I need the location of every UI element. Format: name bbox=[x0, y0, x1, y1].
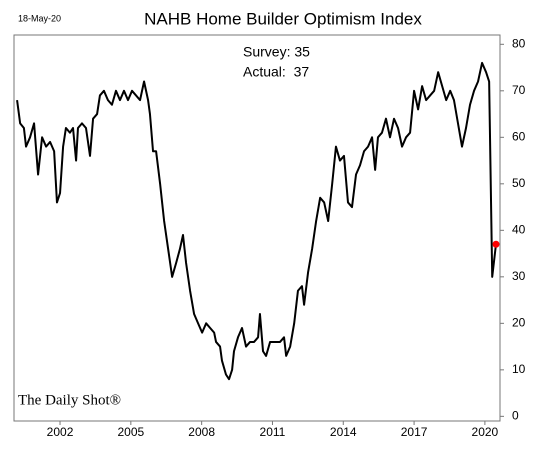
y-tick-label: 60 bbox=[512, 129, 526, 143]
plot-frame bbox=[13, 34, 501, 422]
x-tick-label: 2002 bbox=[47, 425, 74, 439]
x-tick-label: 2014 bbox=[330, 425, 357, 439]
line bbox=[16, 61, 497, 381]
y-tick-label: 20 bbox=[512, 316, 526, 330]
x-tick-label: 2008 bbox=[188, 425, 215, 439]
y-tick-label: 70 bbox=[512, 83, 526, 97]
y-tick-label: 30 bbox=[512, 269, 526, 283]
source: The Daily Shot® bbox=[18, 392, 121, 408]
y-tick-label: 10 bbox=[512, 362, 526, 376]
x-tick-label: 2011 bbox=[260, 425, 286, 439]
y-tick-label: 40 bbox=[512, 222, 526, 236]
x-tick-label: 2017 bbox=[401, 425, 428, 439]
chart-title: NAHB Home Builder Optimism Index bbox=[144, 9, 422, 28]
y-tick-label: 50 bbox=[512, 176, 526, 190]
highlight-point bbox=[492, 240, 500, 248]
y-tick-label: 0 bbox=[512, 409, 519, 423]
annotation: Survey: 35 bbox=[243, 44, 310, 60]
x-tick-label: 2020 bbox=[472, 425, 499, 439]
date: 18-May-20 bbox=[18, 13, 61, 23]
y-tick-label: 80 bbox=[512, 36, 526, 50]
annotation: Actual: 37 bbox=[243, 64, 309, 80]
x-tick-label: 2005 bbox=[117, 425, 144, 439]
